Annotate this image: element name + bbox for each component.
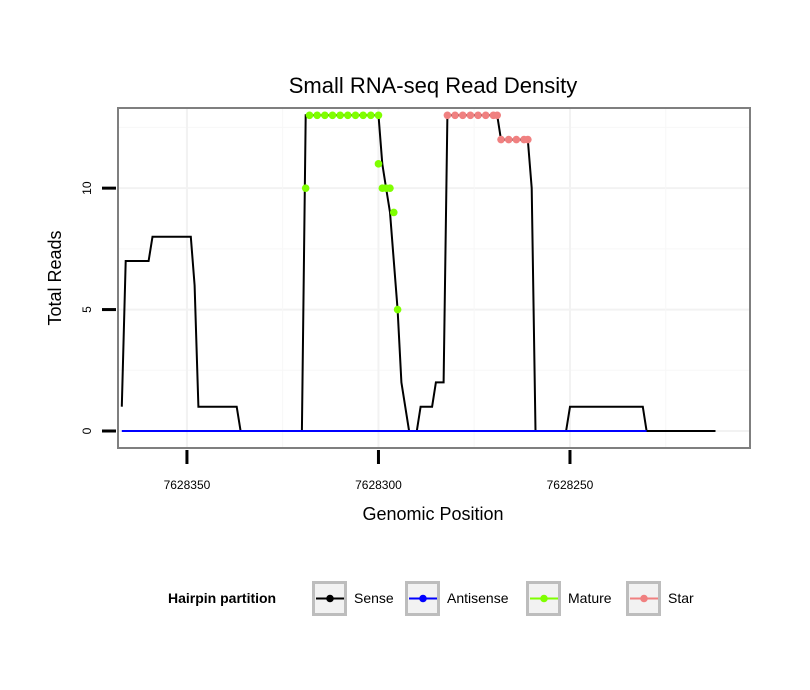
y-tick-label: 10 — [80, 181, 94, 195]
data-point-star — [474, 111, 482, 120]
data-point-star — [458, 111, 467, 120]
legend-marker-sense — [326, 594, 334, 603]
data-point-mature — [301, 184, 310, 192]
legend-marker-mature — [540, 594, 548, 603]
x-tick-label: 7628250 — [547, 478, 594, 492]
legend: Hairpin partition Sense Antisense Mature St… — [168, 581, 694, 616]
data-point-mature — [374, 160, 383, 168]
x-axis: 7628350 7628300 7628250 — [164, 450, 594, 492]
data-point-star — [493, 111, 502, 120]
data-point-mature — [374, 111, 383, 120]
x-axis-title: Genomic Position — [362, 504, 503, 524]
y-tick-label: 0 — [80, 427, 94, 434]
data-point-star — [481, 111, 490, 120]
data-point-mature — [386, 184, 394, 192]
grid — [118, 108, 750, 448]
chart-title: Small RNA-seq Read Density — [289, 73, 578, 98]
legend-marker-star — [640, 594, 648, 603]
x-tick-label: 7628300 — [355, 478, 402, 492]
y-axis: 0 5 10 — [80, 181, 116, 434]
data-point-mature — [305, 111, 314, 120]
data-point-mature — [313, 111, 321, 120]
data-point-mature — [393, 305, 402, 314]
data-point-star — [504, 135, 513, 144]
legend-title: Hairpin partition — [168, 590, 276, 606]
plot-border — [117, 107, 751, 449]
data-point-star — [451, 111, 459, 120]
data-point-mature — [328, 111, 337, 120]
data-point-mature — [359, 111, 367, 120]
data-point-star — [524, 135, 532, 144]
data-point-mature — [367, 111, 375, 120]
data-point-star — [512, 135, 521, 144]
series-line-sense — [120, 114, 716, 432]
data-point-star — [466, 111, 475, 120]
data-point-mature — [336, 111, 344, 120]
legend-label-sense: Sense — [354, 590, 394, 606]
legend-label-antisense: Antisense — [447, 590, 509, 606]
legend-marker-antisense — [419, 594, 427, 603]
y-tick-label: 5 — [80, 306, 94, 313]
x-tick-label: 7628350 — [164, 478, 211, 492]
data-point-mature — [321, 111, 329, 120]
data-point-mature — [389, 208, 398, 217]
data-point-star — [497, 135, 505, 144]
data-point-mature — [344, 111, 352, 120]
legend-label-star: Star — [668, 590, 694, 606]
data-point-star — [443, 111, 452, 120]
y-axis-title: Total Reads — [45, 230, 65, 325]
series-layer — [120, 111, 716, 432]
data-point-mature — [351, 111, 360, 120]
legend-label-mature: Mature — [568, 590, 612, 606]
